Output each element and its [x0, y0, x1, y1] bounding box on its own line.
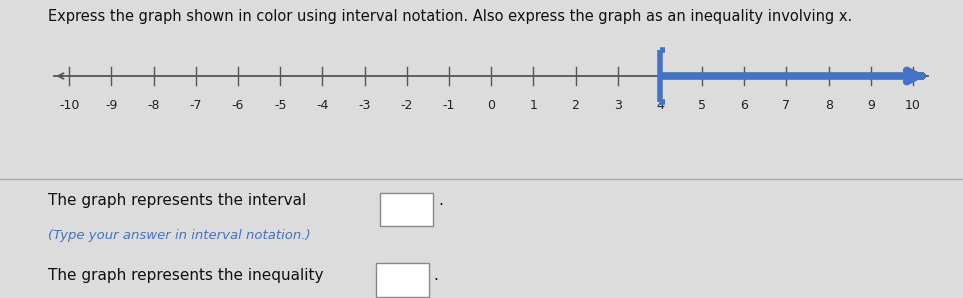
Text: -6: -6 — [232, 99, 245, 112]
Text: 5: 5 — [698, 99, 706, 112]
Text: 0: 0 — [487, 99, 495, 112]
Text: Express the graph shown in color using interval notation. Also express the graph: Express the graph shown in color using i… — [48, 9, 852, 24]
Text: -2: -2 — [401, 99, 413, 112]
Text: .: . — [433, 268, 438, 283]
Text: -7: -7 — [190, 99, 202, 112]
Text: The graph represents the interval: The graph represents the interval — [48, 193, 311, 208]
Text: 2: 2 — [572, 99, 580, 112]
Text: 1: 1 — [530, 99, 537, 112]
Text: -3: -3 — [358, 99, 371, 112]
Text: -9: -9 — [105, 99, 117, 112]
Text: 4: 4 — [656, 99, 664, 112]
Text: -10: -10 — [59, 99, 79, 112]
Text: 10: 10 — [905, 99, 921, 112]
Text: (Type your answer in interval notation.): (Type your answer in interval notation.) — [48, 229, 311, 242]
Text: 3: 3 — [613, 99, 622, 112]
FancyBboxPatch shape — [376, 263, 429, 297]
Text: -5: -5 — [273, 99, 286, 112]
Text: 7: 7 — [783, 99, 791, 112]
Text: 8: 8 — [824, 99, 833, 112]
Text: -1: -1 — [443, 99, 455, 112]
Text: 9: 9 — [867, 99, 874, 112]
Text: 6: 6 — [741, 99, 748, 112]
Text: .: . — [438, 193, 443, 208]
Text: -4: -4 — [316, 99, 328, 112]
FancyBboxPatch shape — [380, 193, 433, 226]
Text: The graph represents the inequality: The graph represents the inequality — [48, 268, 328, 283]
Text: -8: -8 — [147, 99, 160, 112]
